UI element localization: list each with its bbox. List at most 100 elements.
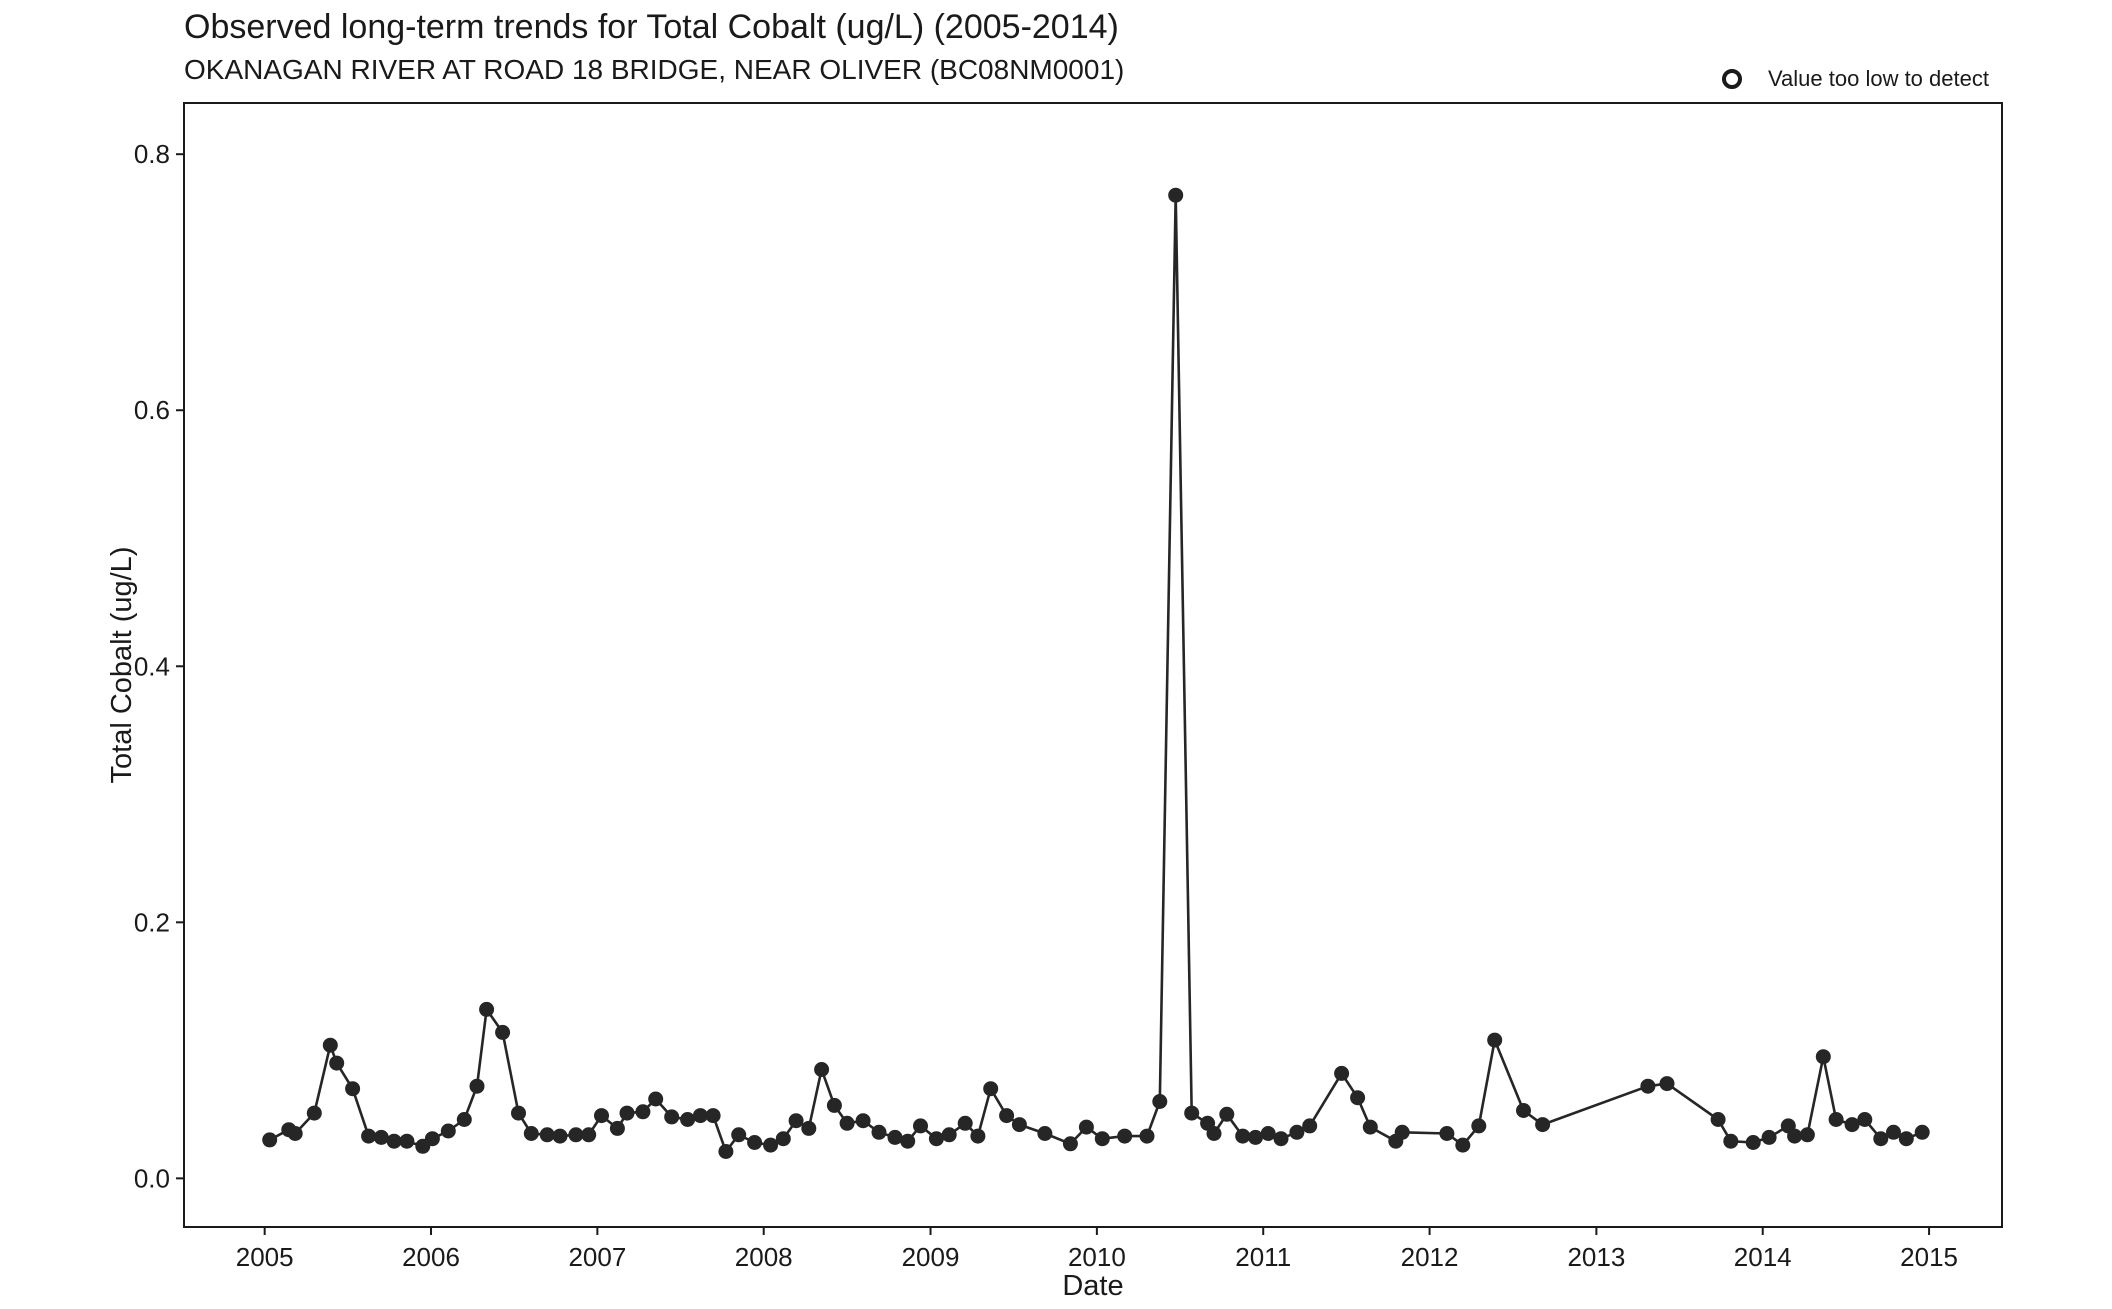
data-point <box>1362 1119 1378 1135</box>
data-point <box>594 1108 609 1124</box>
series-total-cobalt <box>262 187 1930 1159</box>
data-point <box>731 1127 747 1143</box>
x-tick-label: 2011 <box>1235 1242 1291 1272</box>
data-point <box>1455 1137 1471 1153</box>
data-point <box>692 1108 708 1124</box>
data-point <box>287 1126 303 1141</box>
data-point <box>1914 1124 1930 1140</box>
data-point <box>1535 1117 1551 1133</box>
data-point <box>1471 1118 1487 1134</box>
data-point <box>718 1144 734 1159</box>
data-point <box>456 1112 472 1127</box>
data-point <box>648 1091 664 1107</box>
data-point <box>306 1105 322 1121</box>
data-point <box>1289 1124 1305 1140</box>
data-point <box>635 1104 651 1120</box>
x-tick-label: 2015 <box>1900 1242 1958 1272</box>
plot-panel-border <box>183 102 2003 1228</box>
data-point <box>1184 1105 1200 1121</box>
data-point <box>1139 1128 1155 1144</box>
data-point <box>361 1128 377 1144</box>
y-tick-label: 0.4 <box>134 651 170 681</box>
data-point <box>1152 1094 1168 1109</box>
data-point <box>511 1105 526 1121</box>
data-point <box>928 1131 944 1147</box>
data-point <box>386 1133 402 1149</box>
data-point <box>1487 1032 1503 1048</box>
legend-open-circle-icon <box>1722 69 1742 89</box>
data-point <box>1011 1117 1027 1133</box>
data-point <box>763 1137 779 1153</box>
data-point <box>1117 1128 1133 1144</box>
data-point <box>871 1124 887 1140</box>
data-point <box>957 1115 973 1131</box>
data-point <box>619 1105 635 1121</box>
data-point <box>970 1128 986 1144</box>
data-point <box>1273 1131 1289 1147</box>
data-point <box>1659 1076 1675 1092</box>
y-axis: 0.0 0.2 0.4 0.6 0.8 <box>134 139 184 1193</box>
data-point <box>664 1109 680 1125</box>
data-point <box>1037 1126 1053 1141</box>
data-point <box>1078 1119 1094 1135</box>
data-point <box>1062 1136 1078 1152</box>
x-tick-label: 2008 <box>735 1242 793 1272</box>
data-point <box>345 1081 361 1097</box>
data-point <box>855 1113 871 1129</box>
x-tick-label: 2012 <box>1401 1242 1459 1272</box>
data-point <box>1799 1127 1815 1143</box>
data-point <box>775 1131 791 1147</box>
series-line <box>269 193 1923 1153</box>
data-point <box>1302 1118 1318 1134</box>
data-point <box>680 1112 696 1127</box>
data-point <box>262 1132 278 1148</box>
data-point <box>1723 1133 1739 1149</box>
data-point <box>440 1123 456 1139</box>
data-point <box>1260 1126 1276 1141</box>
data-point <box>1394 1124 1410 1140</box>
x-tick-label: 2007 <box>568 1242 626 1272</box>
data-point <box>941 1127 957 1143</box>
data-point <box>1206 1126 1222 1141</box>
data-point <box>999 1108 1015 1124</box>
data-point <box>1761 1129 1777 1145</box>
data-point <box>1873 1131 1889 1147</box>
data-point <box>1886 1124 1901 1140</box>
data-point <box>1219 1106 1235 1122</box>
data-point <box>1710 1112 1726 1127</box>
data-point <box>801 1120 817 1136</box>
y-tick-label: 0.0 <box>134 1163 170 1193</box>
y-tick-label: 0.6 <box>134 395 170 425</box>
y-axis-label: Total Cobalt (ug/L) <box>106 547 138 784</box>
x-tick-label: 2010 <box>1068 1242 1126 1272</box>
chart-subtitle: OKANAGAN RIVER AT ROAD 18 BRIDGE, NEAR O… <box>184 54 1125 85</box>
data-point <box>1787 1128 1803 1144</box>
data-point <box>1898 1131 1914 1147</box>
data-point <box>1640 1078 1656 1094</box>
data-point <box>495 1024 511 1040</box>
x-tick-label: 2005 <box>236 1242 294 1272</box>
data-point <box>373 1129 389 1145</box>
data-point <box>399 1133 415 1149</box>
data-point <box>705 1108 721 1124</box>
data-point <box>1815 1049 1831 1065</box>
data-point <box>479 1001 495 1017</box>
data-point <box>1350 1090 1366 1106</box>
x-tick-label: 2013 <box>1567 1242 1625 1272</box>
x-axis-label: Date <box>1062 1270 1123 1302</box>
legend-label: Value too low to detect <box>1768 66 1989 91</box>
data-point <box>814 1062 830 1077</box>
data-point <box>826 1097 842 1113</box>
data-point <box>469 1078 485 1094</box>
data-point <box>424 1131 440 1147</box>
data-point <box>1248 1129 1263 1145</box>
chart-title: Observed long-term trends for Total Coba… <box>184 8 1119 46</box>
legend: Value too low to detect <box>1722 66 1989 92</box>
x-tick-label: 2006 <box>402 1242 460 1272</box>
data-point <box>552 1128 568 1144</box>
data-point <box>1844 1117 1860 1133</box>
data-point <box>539 1127 555 1143</box>
data-point <box>913 1118 928 1134</box>
data-point <box>839 1115 855 1131</box>
